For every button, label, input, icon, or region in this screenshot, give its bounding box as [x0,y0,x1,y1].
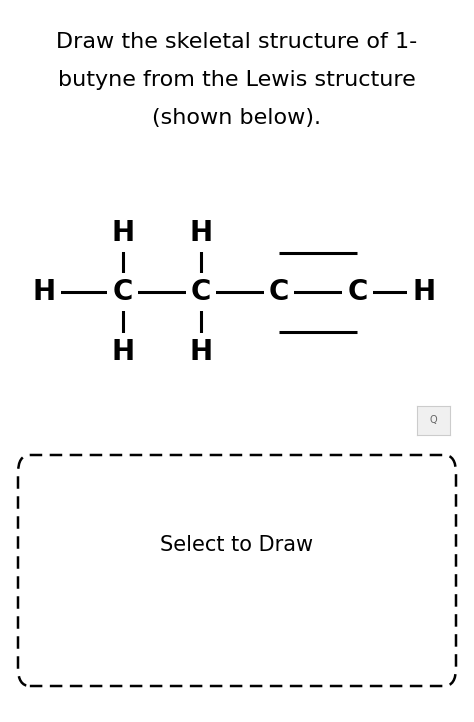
Text: C: C [191,279,211,306]
Text: H: H [33,279,56,306]
Text: Q: Q [430,415,438,425]
Text: Select to Draw: Select to Draw [160,535,314,555]
Text: C: C [112,279,133,306]
Text: butyne from the Lewis structure: butyne from the Lewis structure [58,70,416,90]
Text: Draw the skeletal structure of 1-: Draw the skeletal structure of 1- [56,32,418,53]
Text: H: H [412,279,435,306]
Text: H: H [111,219,134,247]
Text: H: H [189,219,212,247]
Text: C: C [269,279,289,306]
Text: (shown below).: (shown below). [153,108,321,128]
Text: C: C [347,279,368,306]
Text: H: H [111,338,134,365]
Text: H: H [189,338,212,365]
